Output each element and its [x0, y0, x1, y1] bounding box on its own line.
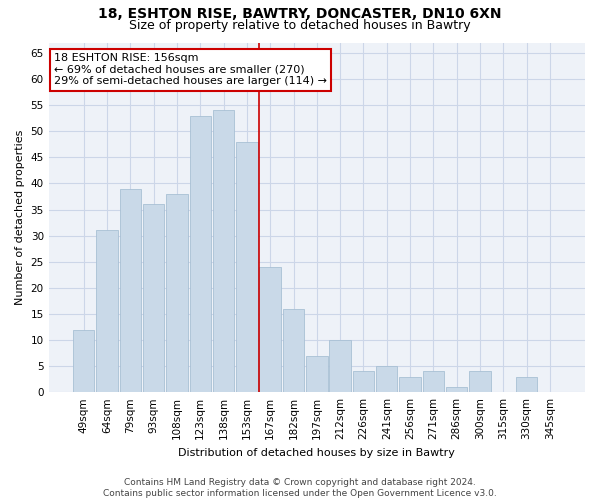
Bar — [469, 372, 491, 392]
Text: 18, ESHTON RISE, BAWTRY, DONCASTER, DN10 6XN: 18, ESHTON RISE, BAWTRY, DONCASTER, DN10… — [98, 8, 502, 22]
Bar — [213, 110, 235, 392]
Bar — [259, 267, 281, 392]
Bar — [190, 116, 211, 392]
Y-axis label: Number of detached properties: Number of detached properties — [15, 130, 25, 305]
Bar — [97, 230, 118, 392]
Bar — [329, 340, 351, 392]
Bar — [353, 372, 374, 392]
Bar — [400, 376, 421, 392]
X-axis label: Distribution of detached houses by size in Bawtry: Distribution of detached houses by size … — [178, 448, 455, 458]
Bar — [73, 330, 94, 392]
Bar — [446, 387, 467, 392]
Bar — [236, 142, 257, 392]
Bar — [166, 194, 188, 392]
Bar — [119, 188, 141, 392]
Bar — [422, 372, 444, 392]
Bar — [283, 308, 304, 392]
Bar — [516, 376, 538, 392]
Text: Size of property relative to detached houses in Bawtry: Size of property relative to detached ho… — [129, 18, 471, 32]
Bar — [306, 356, 328, 392]
Text: Contains HM Land Registry data © Crown copyright and database right 2024.
Contai: Contains HM Land Registry data © Crown c… — [103, 478, 497, 498]
Bar — [143, 204, 164, 392]
Bar — [376, 366, 397, 392]
Text: 18 ESHTON RISE: 156sqm
← 69% of detached houses are smaller (270)
29% of semi-de: 18 ESHTON RISE: 156sqm ← 69% of detached… — [54, 53, 327, 86]
